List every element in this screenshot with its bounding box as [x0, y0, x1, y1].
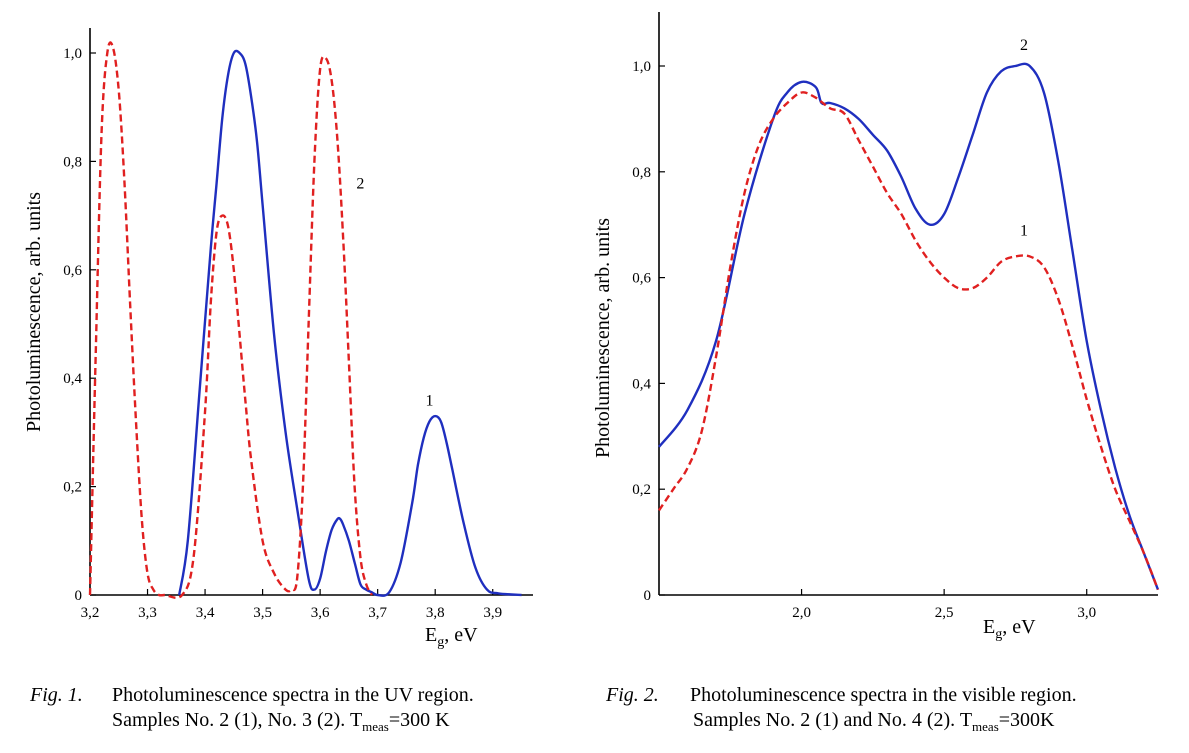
series-2: 2 [88, 41, 373, 599]
y-tick-label: 0,2 [632, 482, 651, 498]
x-axis-label: Eg, eV [425, 624, 478, 650]
y-tick-label: 0 [75, 588, 83, 604]
y-tick-label: 1,0 [632, 59, 651, 75]
series-line [658, 62, 1160, 591]
y-tick-label: 0,4 [63, 371, 82, 387]
x-axis-label-unit: , eV [1002, 616, 1036, 638]
caption-fig1-line2-post: =300 K [388, 709, 450, 731]
x-tick-label: 3,4 [196, 605, 215, 621]
y-axis-label: Photoluminescence, arb. units [592, 218, 614, 458]
x-tick-label: 3,2 [81, 605, 100, 621]
caption-fig1-number: Fig. 1. [30, 684, 83, 706]
y-tick-label: 0,8 [632, 165, 651, 181]
y-tick-label: 0,8 [63, 154, 82, 170]
x-axis-label-sub: g [437, 635, 444, 650]
x-tick-label: 3,8 [426, 605, 445, 621]
x-tick-label: 3,7 [368, 605, 387, 621]
x-tick-label: 2,5 [935, 605, 954, 621]
x-tick-label: 3,6 [311, 605, 330, 621]
series-label: 1 [1020, 222, 1028, 239]
chart-visible-spectra: 0 0,2 0,4 0,6 0,8 1,0 2,0 2,5 3,0 Photoluminescen… [592, 12, 1160, 642]
y-tick-label: 0,2 [63, 480, 82, 496]
caption-fig2: Fig. 2. Photoluminescence spectra in the … [606, 683, 1077, 739]
series-line [658, 91, 1160, 591]
y-axis-label: Photoluminescence, arb. units [23, 192, 45, 432]
series-1: 1 [178, 49, 522, 597]
series-line [178, 49, 522, 597]
series-2: 2 [658, 37, 1160, 591]
x-axis-label-sub: g [995, 627, 1002, 642]
x-axis-label-unit: , eV [444, 624, 478, 646]
x-tick-label: 3,9 [483, 605, 502, 621]
x-axis-label-main: E [983, 616, 995, 638]
x-axis-label: Eg, eV [983, 616, 1036, 642]
caption-fig2-line1: Photoluminescence spectra in the visible… [690, 684, 1077, 706]
x-tick-label: 2,0 [792, 605, 811, 621]
series-label: 2 [1020, 37, 1028, 54]
caption-fig1-line1: Photoluminescence spectra in the UV regi… [112, 684, 474, 706]
series-label: 2 [356, 176, 364, 193]
axes: 0 0,2 0,4 0,6 0,8 1,0 2,0 2,5 3,0 [632, 12, 1158, 621]
caption-fig2-line2-sub: meas [972, 719, 999, 734]
chart-uv-spectra: 0 0,2 0,4 0,6 0,8 1,0 3,2 3,3 3,4 3,5 3,6 3,7 3,8 3,9… [23, 28, 533, 650]
y-tick-label: 0,6 [63, 263, 82, 279]
y-tick-label: 1,0 [63, 46, 82, 62]
x-tick-label: 3,3 [138, 605, 157, 621]
series-label: 1 [425, 392, 433, 409]
y-tick-label: 0 [644, 588, 652, 604]
series-line [88, 41, 373, 599]
caption-fig1-line2-pre: Samples No. 2 (1), No. 3 (2). T [112, 709, 363, 731]
series-1: 1 [658, 91, 1160, 591]
axes: 0 0,2 0,4 0,6 0,8 1,0 3,2 3,3 3,4 3,5 3,6 3,7 3,8 3,9 [63, 28, 533, 621]
y-tick-label: 0,4 [632, 376, 651, 392]
caption-fig2-line2-pre: Samples No. 2 (1) and No. 4 (2). T [693, 709, 973, 731]
x-tick-label: 3,0 [1077, 605, 1096, 621]
caption-fig1-line2-sub: meas [362, 719, 389, 734]
x-axis-label-main: E [425, 624, 437, 646]
y-tick-label: 0,6 [632, 271, 651, 287]
caption-fig1: Fig. 1. Photoluminescence spectra in the … [30, 683, 474, 739]
caption-fig2-number: Fig. 2. [606, 684, 659, 706]
x-tick-label: 3,5 [253, 605, 272, 621]
caption-fig2-line2-post: =300K [998, 709, 1055, 731]
